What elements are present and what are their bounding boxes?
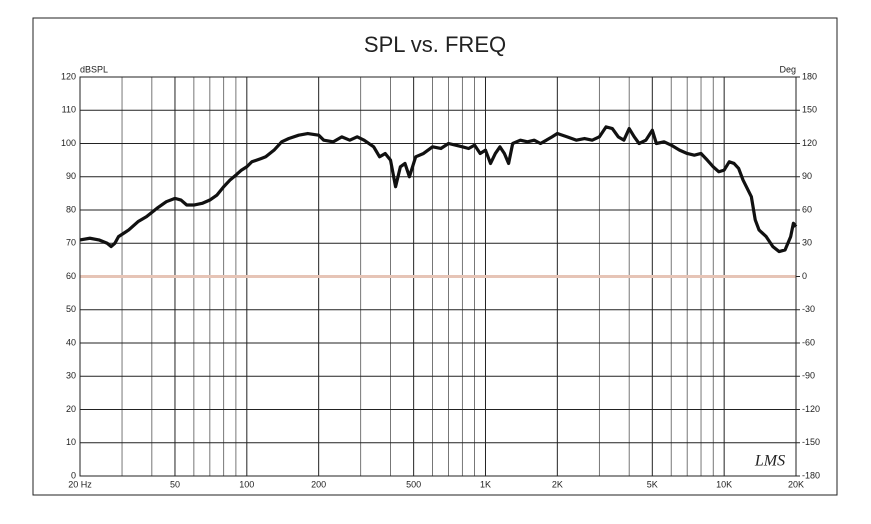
plot-area: [79, 76, 797, 477]
frame: [32, 17, 838, 496]
y2-tick-label: -60: [802, 337, 815, 347]
y-tick-label: 40: [66, 337, 76, 347]
x-tick-label: 5K: [647, 479, 658, 489]
spl-line: [79, 125, 798, 254]
y-tick-label: 70: [66, 238, 76, 248]
x-tick-label: 500: [406, 479, 421, 489]
y-tick-label: 0: [71, 470, 76, 480]
y2-tick-label: -150: [802, 437, 820, 447]
y2-tick-label: 150: [802, 105, 817, 115]
y-tick-label: 80: [66, 204, 76, 214]
y-tick-label: 10: [66, 437, 76, 447]
x-tick-label: 20K: [788, 479, 804, 489]
y-tick-label: 90: [66, 171, 76, 181]
y2-tick-label: -30: [802, 304, 815, 314]
y2-tick-label: -180: [802, 470, 820, 480]
x-tick-label: 2K: [552, 479, 563, 489]
x-tick-label: 10K: [716, 479, 732, 489]
x-tick-label: 200: [311, 479, 326, 489]
y-tick-label: 20: [66, 404, 76, 414]
y2-tick-label: 60: [802, 204, 812, 214]
y-tick-label: 30: [66, 371, 76, 381]
y2-tick-label: -90: [802, 371, 815, 381]
x-tick-label: 50: [170, 479, 180, 489]
watermark: LMS: [754, 453, 785, 470]
x-tick-label: 20 Hz: [68, 479, 92, 489]
y2-tick-label: -120: [802, 404, 820, 414]
y-tick-label: 60: [66, 271, 76, 281]
y-tick-label: 110: [62, 105, 76, 115]
chart-title: SPL vs. FREQ: [364, 32, 506, 57]
y-tick-label: 50: [66, 304, 76, 314]
y2-tick-label: 0: [802, 271, 807, 281]
y2-axis-label: Deg: [779, 64, 796, 74]
y2-tick-label: 90: [802, 171, 812, 181]
y-axis-label: dBSPL: [80, 64, 108, 74]
y-tick-label: 100: [61, 138, 76, 148]
y2-tick-label: 120: [802, 138, 817, 148]
x-tick-label: 100: [239, 479, 254, 489]
x-tick-label: 1K: [480, 479, 491, 489]
y2-tick-label: 30: [802, 238, 812, 248]
y-tick-label: 120: [61, 71, 76, 81]
y2-tick-label: 180: [802, 71, 817, 81]
